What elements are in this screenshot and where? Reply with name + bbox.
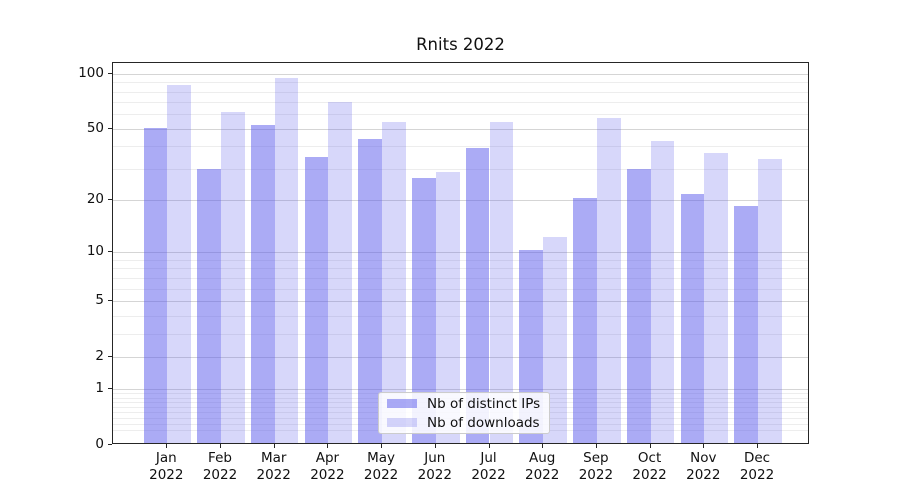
x-tick-mark	[220, 444, 221, 448]
y-tick-mark	[108, 127, 112, 129]
x-tick-label: Feb 2022	[202, 450, 238, 483]
bar-downloads	[328, 102, 353, 443]
legend-item-label: Nb of distinct IPs	[427, 395, 541, 412]
y-tick-label: 20	[86, 191, 104, 208]
y-tick-label: 2	[95, 347, 104, 364]
minor-gridline	[113, 333, 808, 335]
major-gridline	[113, 356, 808, 358]
bar-downloads	[704, 152, 729, 443]
y-tick-mark	[108, 444, 112, 445]
minor-gridline	[113, 91, 808, 93]
y-tick-mark	[108, 388, 112, 390]
bar-downloads	[382, 122, 406, 443]
y-tick-label: 0	[95, 436, 104, 452]
x-tick-mark	[649, 444, 651, 448]
major-gridline	[113, 252, 808, 254]
x-tick-label: Jul 2022	[471, 450, 506, 483]
minor-gridline	[113, 82, 808, 84]
x-tick-mark	[542, 444, 544, 448]
major-gridline	[113, 128, 808, 130]
bar-distinct-ips	[304, 157, 329, 443]
y-tick-mark	[108, 299, 112, 301]
y-tick-label: 10	[86, 243, 104, 260]
x-tick-mark	[488, 444, 490, 448]
bar-distinct-ips	[197, 169, 221, 443]
bar-distinct-ips	[143, 128, 168, 443]
bar-distinct-ips	[412, 177, 436, 443]
bar-distinct-ips	[680, 194, 705, 443]
major-gridline	[113, 200, 808, 202]
legend: Nb of distinct IPs Nb of downloads	[378, 392, 550, 434]
legend-swatch	[387, 418, 417, 427]
plot-area	[112, 62, 809, 444]
minor-gridline	[113, 315, 808, 317]
bar-downloads	[167, 84, 192, 443]
bar-downloads	[489, 122, 514, 443]
major-gridline	[113, 73, 808, 75]
legend-item: Nb of downloads	[385, 415, 543, 431]
bar-downloads	[543, 236, 567, 443]
minor-gridline	[113, 168, 808, 170]
x-tick-label: Dec 2022	[739, 450, 775, 483]
bar-downloads	[221, 112, 245, 443]
minor-gridline	[113, 114, 808, 116]
bar-distinct-ips	[626, 169, 651, 443]
x-tick-label: Apr 2022	[310, 450, 345, 483]
x-tick-mark	[381, 444, 383, 448]
bar-downloads	[758, 159, 782, 443]
legend-swatch	[387, 399, 417, 408]
minor-gridline	[113, 277, 808, 279]
x-tick-mark	[703, 444, 705, 448]
bar-distinct-ips	[465, 148, 490, 443]
x-tick-mark	[273, 444, 275, 448]
x-tick-mark	[327, 444, 329, 448]
bar-distinct-ips	[734, 206, 758, 443]
bar-distinct-ips	[358, 138, 383, 443]
bar-distinct-ips	[573, 198, 597, 443]
chart-title: Rnits 2022	[416, 35, 505, 54]
x-tick-label: Sep 2022	[578, 450, 614, 483]
x-tick-label: Mar 2022	[256, 450, 291, 483]
x-tick-label: May 2022	[363, 450, 399, 483]
x-tick-label: Oct 2022	[632, 450, 667, 483]
major-gridline	[113, 300, 808, 302]
x-tick-mark	[757, 444, 758, 448]
minor-gridline	[113, 146, 808, 148]
x-tick-mark	[166, 444, 168, 448]
y-tick-mark	[108, 199, 112, 201]
bar-downloads	[274, 77, 299, 443]
minor-gridline	[113, 102, 808, 104]
legend-item: Nb of distinct IPs	[385, 396, 543, 412]
x-tick-mark	[434, 444, 436, 448]
x-tick-label: Jan 2022	[149, 450, 184, 483]
y-tick-label: 100	[78, 64, 104, 81]
y-tick-mark	[108, 355, 112, 357]
x-tick-label: Nov 2022	[686, 450, 721, 483]
x-tick-mark	[595, 444, 597, 448]
minor-gridline	[113, 288, 808, 290]
y-tick-label: 1	[95, 380, 104, 397]
y-tick-mark	[108, 72, 112, 74]
x-tick-label: Jun 2022	[417, 450, 452, 483]
bar-downloads	[650, 140, 675, 443]
x-tick-label: Aug 2022	[525, 450, 560, 483]
minor-gridline	[113, 259, 808, 261]
legend-item-label: Nb of downloads	[427, 414, 540, 431]
minor-gridline	[113, 268, 808, 270]
bar-downloads	[435, 172, 460, 443]
bar-downloads	[596, 117, 621, 443]
y-tick-label: 5	[95, 291, 104, 308]
bar-distinct-ips	[250, 125, 275, 443]
y-tick-mark	[108, 251, 112, 253]
y-tick-label: 50	[86, 119, 104, 136]
major-gridline	[113, 389, 808, 391]
